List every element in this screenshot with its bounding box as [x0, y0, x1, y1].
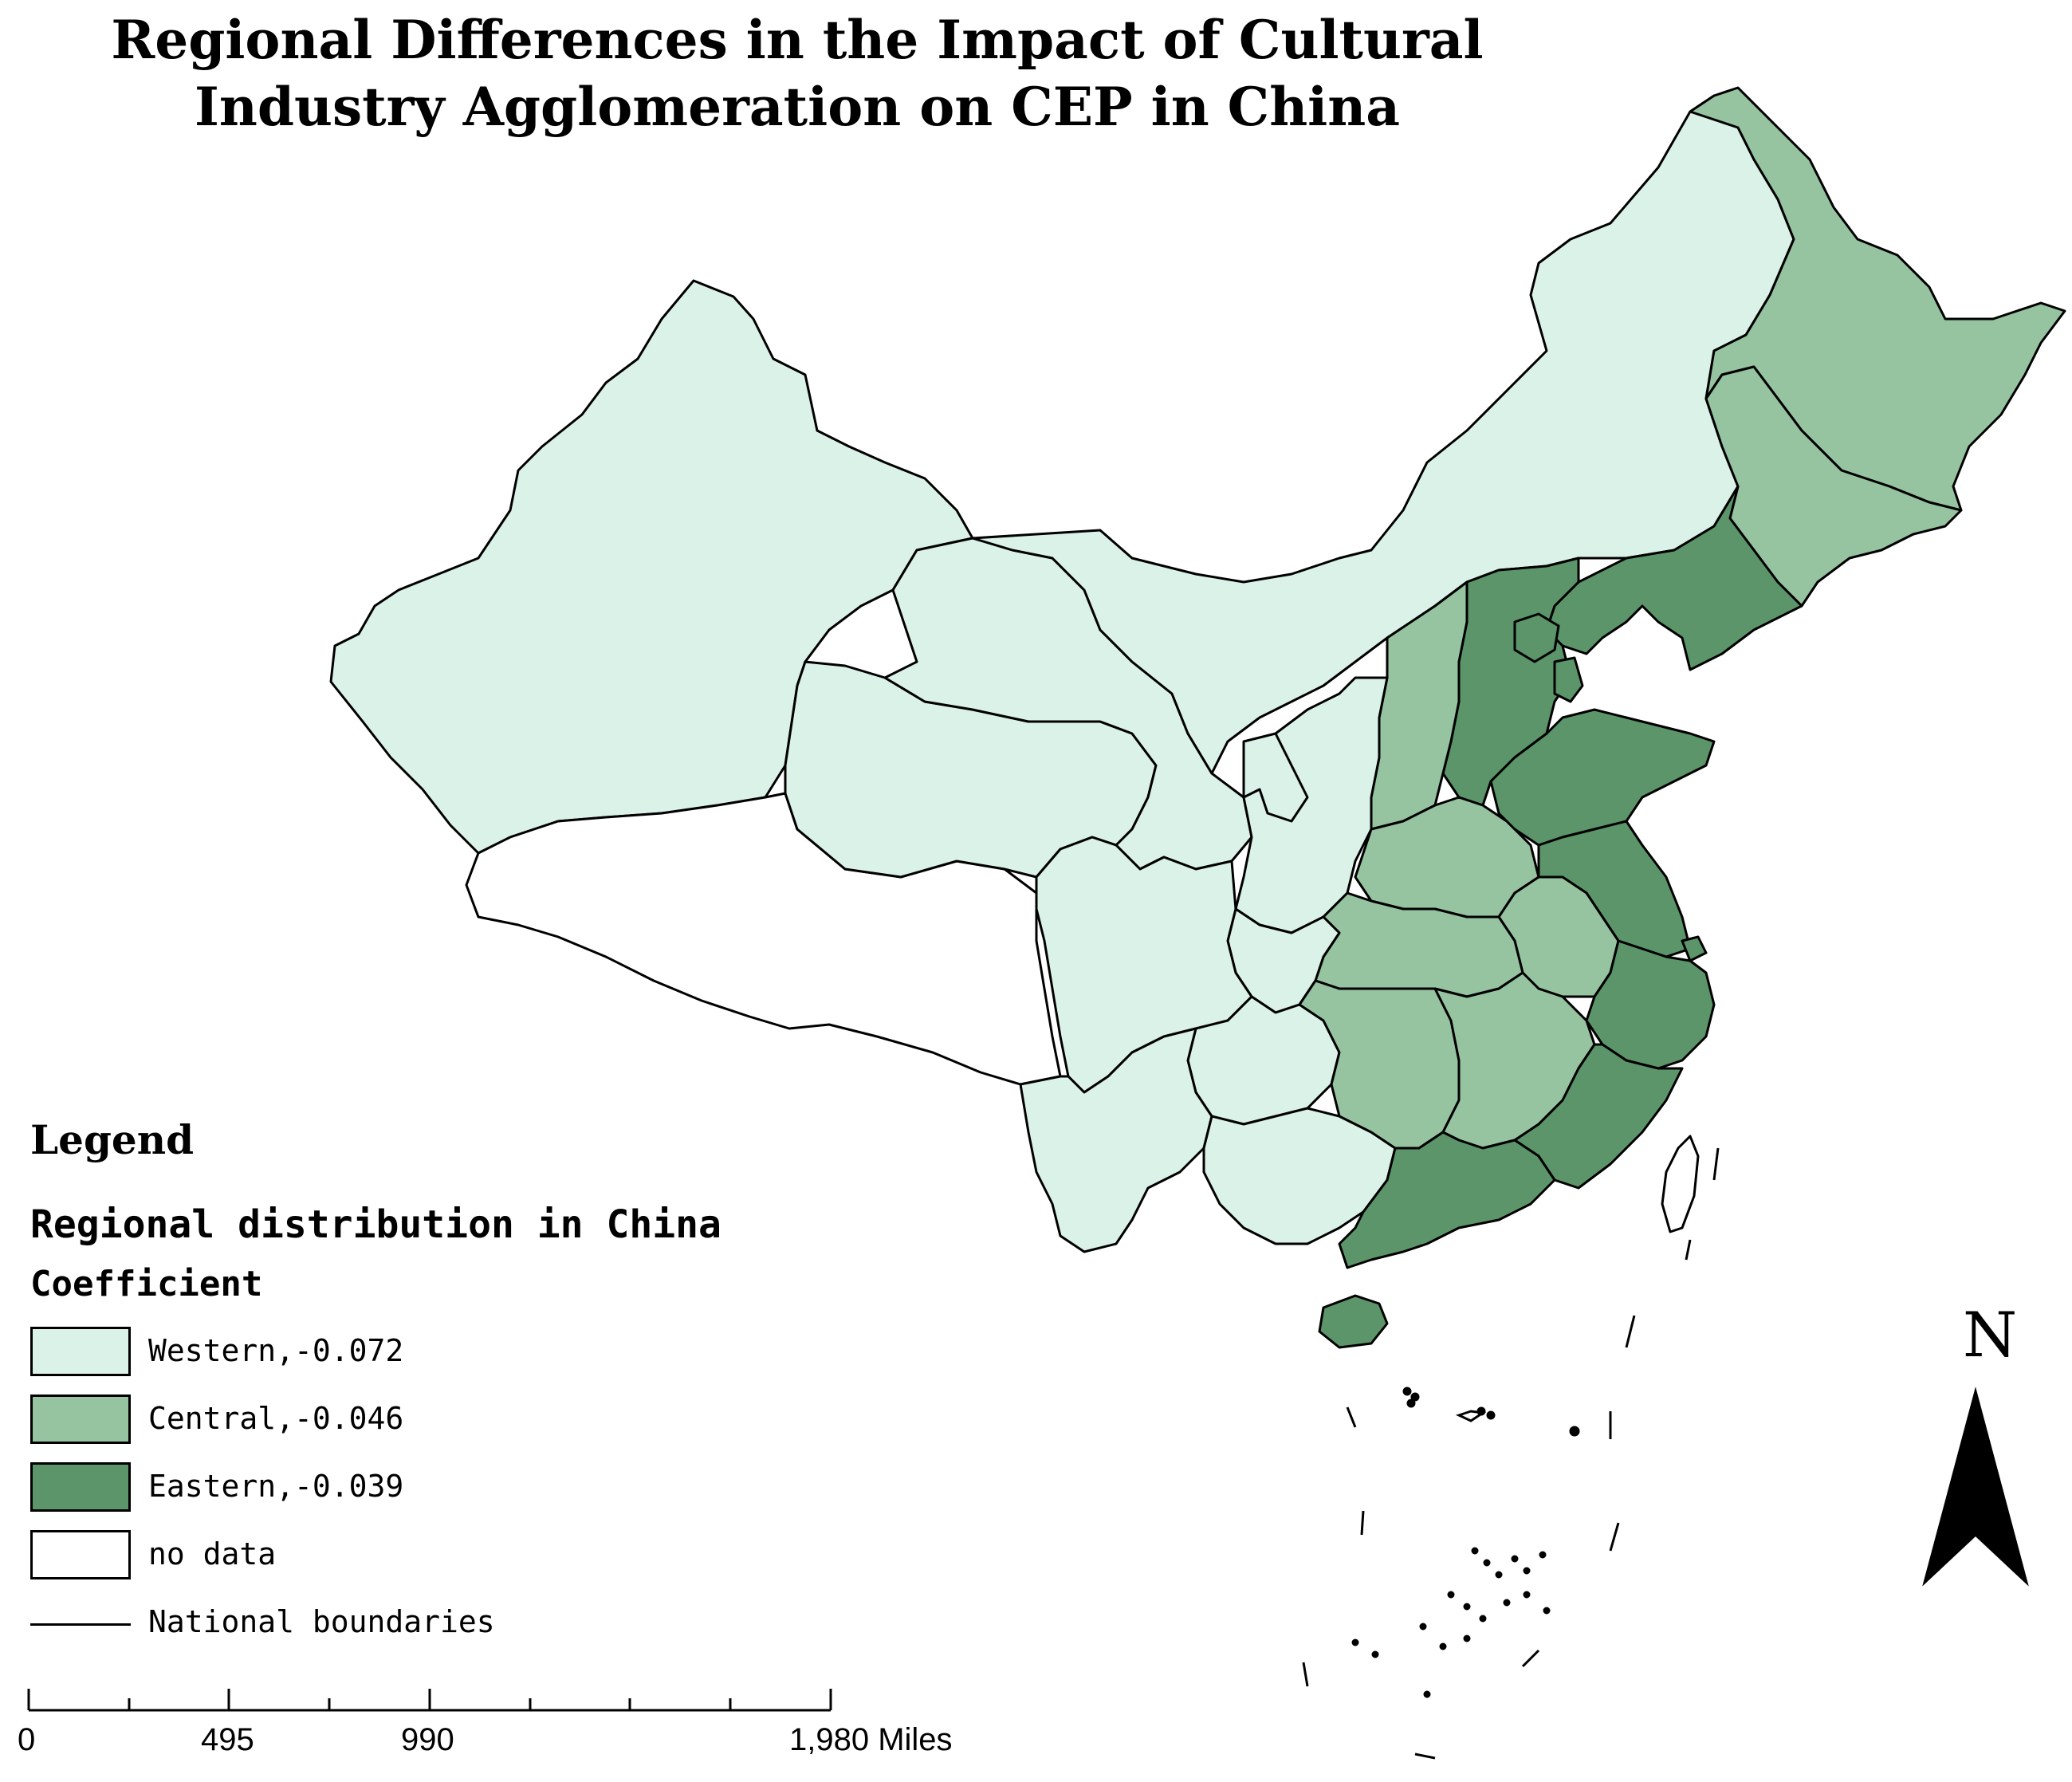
region-hainan	[1318, 1294, 1389, 1349]
scale-tick-label: 990	[401, 1722, 454, 1757]
legend-swatch-western	[30, 1327, 131, 1376]
region-tibet	[465, 792, 1062, 1086]
legend-heading: Legend	[30, 1116, 195, 1163]
legend-field-name: Coefficient	[30, 1264, 263, 1304]
region-fujian	[1513, 1043, 1684, 1190]
scale-tick-label: 0	[18, 1722, 36, 1757]
legend-label-no-data: no data	[148, 1536, 277, 1572]
legend-item-western: Western,-0.072	[30, 1327, 588, 1378]
region-shanghai	[1681, 935, 1708, 962]
legend-swatch-no-data	[30, 1530, 131, 1579]
region-beijing	[1513, 612, 1560, 663]
map-title: Regional Differences in the Impact of Cu…	[111, 9, 1484, 138]
region-taiwan	[1661, 1135, 1700, 1233]
legend-item-no-data: no data	[30, 1530, 588, 1581]
scale-tick-label: 1,980 Miles	[789, 1722, 953, 1757]
legend-boundary-line	[30, 1623, 131, 1626]
scale-bar	[27, 1689, 832, 1712]
region-heilongjiang	[1689, 86, 2066, 512]
legend-subtitle: Regional distribution in China	[30, 1202, 721, 1247]
legend-swatch-central	[30, 1395, 131, 1444]
south-china-sea-islands	[1302, 1147, 1720, 1760]
legend-label-boundaries: National boundaries	[148, 1604, 495, 1639]
legend-item-central: Central,-0.046	[30, 1395, 588, 1446]
legend-label-eastern: Eastern,-0.039	[148, 1469, 404, 1504]
legend-item-boundaries: National boundaries	[30, 1598, 588, 1649]
legend-item-eastern: Eastern,-0.039	[30, 1462, 588, 1513]
region-guangdong	[1338, 1131, 1556, 1269]
region-liaoning	[1545, 485, 1803, 671]
legend-swatch-eastern	[30, 1462, 131, 1512]
legend-label-central: Central,-0.046	[148, 1401, 404, 1436]
scale-tick-label: 495	[201, 1722, 254, 1757]
north-label: N	[1963, 1300, 2018, 1371]
north-arrow-icon	[1922, 1387, 2029, 1587]
legend-label-western: Western,-0.072	[148, 1333, 404, 1368]
region-tianjin	[1553, 656, 1584, 703]
region-ningxia	[1242, 732, 1309, 823]
